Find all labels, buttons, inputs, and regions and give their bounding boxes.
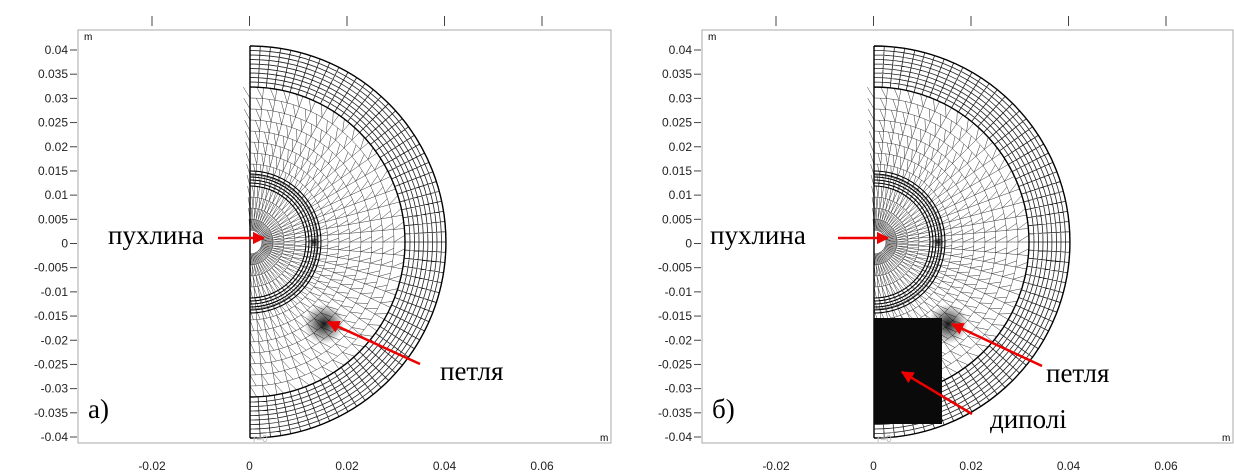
- y-tick-label: 0.04: [669, 43, 693, 57]
- dipole-mesh: [874, 318, 942, 424]
- y-tick-label: 0.01: [45, 188, 69, 202]
- y-tick-label: -0.02: [41, 333, 69, 347]
- y-tick-label: 0.02: [45, 140, 69, 154]
- unit-label: m: [84, 32, 92, 43]
- x-tick-label: 0.06: [530, 459, 554, 473]
- y-tick-label: 0.025: [662, 116, 692, 130]
- x-tick-label: 0.02: [335, 459, 359, 473]
- y-tick-label: -0.025: [658, 357, 692, 371]
- y-tick-label: -0.005: [34, 261, 68, 275]
- axis-label: r=0: [877, 434, 892, 445]
- annotation: петля: [1046, 358, 1109, 388]
- y-tick-label: -0.01: [41, 285, 69, 299]
- y-tick-label: 0.04: [45, 43, 69, 57]
- x-tick-label: 0.06: [1154, 459, 1178, 473]
- y-tick-label: 0.005: [662, 212, 692, 226]
- y-tick-label: 0.005: [38, 212, 68, 226]
- x-tick-label: 0.04: [433, 459, 457, 473]
- annotation: пухлина: [710, 220, 806, 250]
- y-tick-label: 0.02: [669, 140, 693, 154]
- loop-mesh: [304, 304, 344, 344]
- y-tick-label: -0.01: [665, 285, 693, 299]
- mesh-node: [309, 237, 319, 247]
- y-tick-label: 0: [685, 237, 692, 251]
- y-tick-label: -0.04: [41, 430, 69, 444]
- x-tick-label: -0.02: [138, 459, 166, 473]
- x-tick-label: 0.02: [959, 459, 983, 473]
- y-tick-label: 0.015: [38, 164, 68, 178]
- y-tick-label: -0.04: [665, 430, 693, 444]
- x-tick-label: 0.04: [1057, 459, 1081, 473]
- y-tick-label: -0.03: [41, 382, 69, 396]
- y-tick-label: -0.03: [665, 382, 693, 396]
- mesh-node: [933, 237, 943, 247]
- y-tick-label: 0.025: [38, 116, 68, 130]
- y-tick-label: 0.035: [38, 67, 68, 81]
- y-tick-label: -0.015: [34, 309, 68, 323]
- y-tick-label: 0.01: [669, 188, 693, 202]
- panel-label: а): [88, 394, 109, 424]
- annotation: диполі: [990, 404, 1067, 434]
- y-tick-label: -0.02: [665, 333, 693, 347]
- unit-label: m: [600, 433, 608, 444]
- annotation: пухлина: [108, 220, 204, 250]
- y-tick-label: 0.03: [45, 91, 69, 105]
- axis-label: r=0: [253, 434, 268, 445]
- figure: 0.04 0.035 0.03 0.025 0.02 0.015 0.01 0.005 0 -0.…: [0, 0, 1234, 476]
- y-tick-label: 0.015: [662, 164, 692, 178]
- x-tick-label: 0: [246, 459, 253, 473]
- panel: 0.04 0.035 0.03 0.025 0.02 0.015 0.01 0.005 0 -0.…: [34, 16, 611, 473]
- y-tick-label: -0.035: [658, 406, 692, 420]
- y-tick-label: -0.015: [658, 309, 692, 323]
- unit-label: m: [708, 32, 716, 43]
- unit-label: m: [1222, 433, 1230, 444]
- y-tick-label: 0.03: [669, 91, 693, 105]
- panel: 0.04 0.035 0.03 0.025 0.02 0.015 0.01 0.005 0 -0.…: [658, 16, 1233, 473]
- y-tick-label: 0: [61, 237, 68, 251]
- y-tick-label: -0.025: [34, 357, 68, 371]
- panel-label: б): [712, 394, 735, 424]
- y-tick-label: -0.035: [34, 406, 68, 420]
- x-tick-label: -0.02: [762, 459, 790, 473]
- x-tick-label: 0: [870, 459, 877, 473]
- y-tick-label: -0.005: [658, 261, 692, 275]
- annotation: петля: [440, 356, 503, 386]
- y-tick-label: 0.035: [662, 67, 692, 81]
